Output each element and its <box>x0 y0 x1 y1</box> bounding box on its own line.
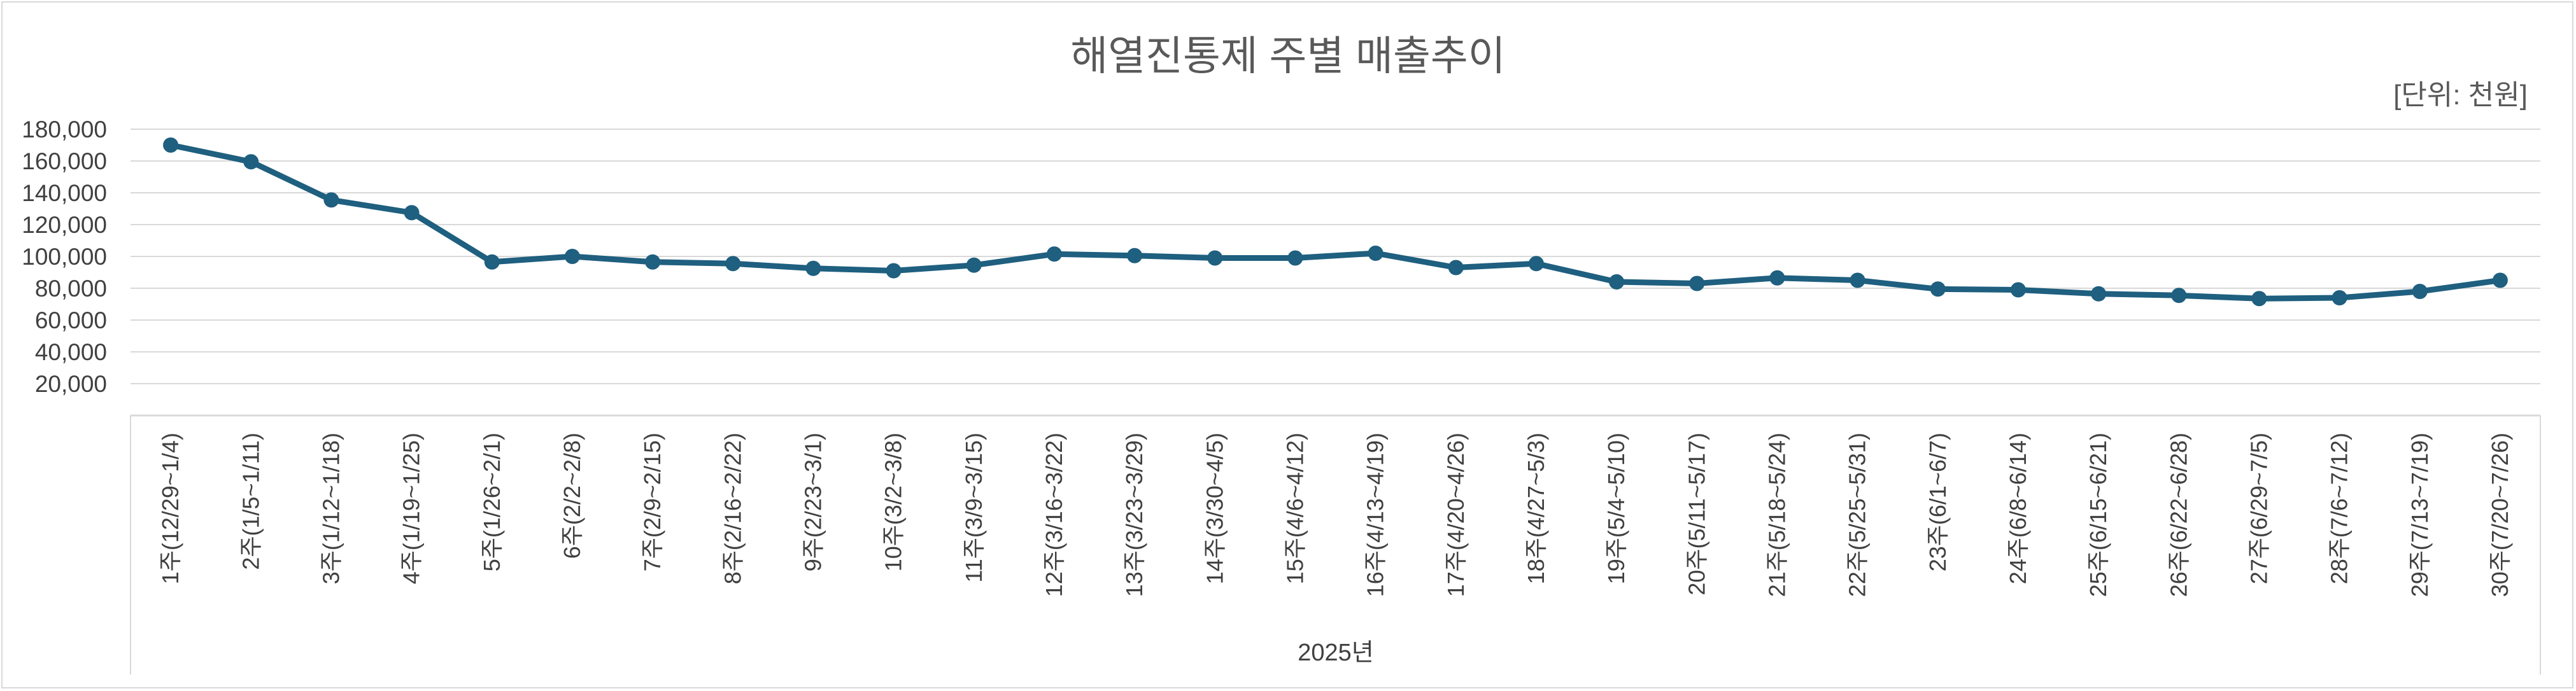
series-line <box>167 142 2503 302</box>
x-tick-label: 26주(6/22~6/28) <box>2165 433 2191 597</box>
data-point <box>2010 282 2026 298</box>
data-point <box>2091 286 2107 302</box>
data-point <box>1850 272 1865 288</box>
x-tick-label: 15주(4/6~4/12) <box>1282 433 1308 584</box>
data-point <box>323 192 339 208</box>
data-point <box>163 137 179 153</box>
y-tick-label: 160,000 <box>22 148 107 174</box>
data-point <box>645 254 661 270</box>
data-point <box>966 257 982 273</box>
y-tick-label: 100,000 <box>22 244 107 270</box>
x-tick-label: 30주(7/20~7/26) <box>2487 433 2513 597</box>
data-point <box>1769 270 1785 286</box>
x-tick-label: 14주(3/30~4/5) <box>1201 433 1228 584</box>
data-point <box>1930 281 1946 297</box>
data-point <box>1528 256 1544 272</box>
data-point <box>484 254 500 270</box>
data-point <box>1207 250 1223 266</box>
x-tick-label: 11주(3/9~3/15) <box>961 433 987 583</box>
data-point <box>1046 246 1062 262</box>
data-point <box>404 205 420 221</box>
data-point <box>886 263 902 279</box>
data-point <box>1287 250 1303 266</box>
x-tick-label: 22주(5/25~5/31) <box>1844 433 1871 597</box>
data-point <box>725 256 741 272</box>
x-tick-label: 9주(2/23~3/1) <box>800 433 826 571</box>
data-point <box>2171 288 2187 304</box>
data-point <box>564 249 580 264</box>
x-tick-label: 23주(6/1~6/7) <box>1925 433 1951 571</box>
data-point <box>1127 248 1143 263</box>
x-tick-label: 25주(6/15~6/21) <box>2085 433 2111 597</box>
x-tick-label: 27주(6/29~7/5) <box>2246 433 2272 584</box>
data-point <box>243 154 259 170</box>
data-point <box>1368 246 1384 261</box>
data-point <box>805 260 821 276</box>
unit-note: [단위: 천원] <box>2393 80 2528 111</box>
x-tick-label: 3주(1/12~1/18) <box>318 433 344 584</box>
x-tick-label: 21주(5/18~5/24) <box>1764 433 1790 597</box>
x-tick-label: 29주(7/13~7/19) <box>2407 433 2433 597</box>
x-tick-label: 5주(1/26~2/1) <box>479 433 505 571</box>
x-tick-label: 8주(2/16~2/22) <box>719 433 746 584</box>
x-tick-label: 7주(2/9~2/15) <box>639 433 665 571</box>
x-tick-label: 19주(5/4~5/10) <box>1603 433 1629 584</box>
x-axis-category-box <box>130 415 2541 674</box>
data-points <box>163 137 2508 307</box>
data-point <box>2332 290 2347 305</box>
y-axis-ticks: 180,000 160,000 140,000 120,000 100,000 80,00… <box>22 116 107 397</box>
y-tick-label: 40,000 <box>35 339 107 365</box>
y-tick-label: 60,000 <box>35 307 107 333</box>
y-tick-label: 80,000 <box>35 276 107 302</box>
y-tick-label: 140,000 <box>22 180 107 206</box>
x-tick-label: 20주(5/11~5/17) <box>1683 433 1709 596</box>
x-tick-label: 24주(6/8~6/14) <box>2005 433 2031 584</box>
x-tick-label: 18주(4/27~5/3) <box>1523 433 1549 584</box>
x-tick-label: 13주(3/23~3/29) <box>1121 433 1147 597</box>
y-tick-label: 20,000 <box>35 371 107 397</box>
x-tick-label: 4주(1/19~1/25) <box>399 433 425 584</box>
x-tick-label: 6주(2/2~2/8) <box>559 433 585 559</box>
y-tick-label: 180,000 <box>22 116 107 143</box>
data-point <box>1609 274 1625 290</box>
data-point <box>2492 272 2508 288</box>
data-point <box>1448 260 1464 276</box>
x-tick-label: 12주(3/16~3/22) <box>1041 433 1067 597</box>
x-tick-label: 28주(7/6~7/12) <box>2326 433 2353 584</box>
x-tick-label: 10주(3/2~3/8) <box>881 433 907 571</box>
y-tick-label: 120,000 <box>22 212 107 238</box>
x-axis-label: 2025년 <box>1298 639 1374 666</box>
gridlines <box>131 129 2540 384</box>
x-tick-label: 17주(4/20~4/26) <box>1443 433 1469 597</box>
data-point <box>1689 276 1705 291</box>
x-tick-label: 2주(1/5~1/11) <box>237 433 264 570</box>
chart-title: 해열진통제 주별 매출추이 <box>1070 33 1505 79</box>
x-axis-ticks: 1주(12/29~1/4) 2주(1/5~1/11) 3주(1/12~1/18) 4주… <box>157 433 2513 597</box>
x-tick-label: 1주(12/29~1/4) <box>157 433 183 584</box>
data-point <box>2412 284 2428 299</box>
data-point <box>2251 291 2267 307</box>
x-tick-label: 16주(4/13~4/19) <box>1362 433 1389 597</box>
